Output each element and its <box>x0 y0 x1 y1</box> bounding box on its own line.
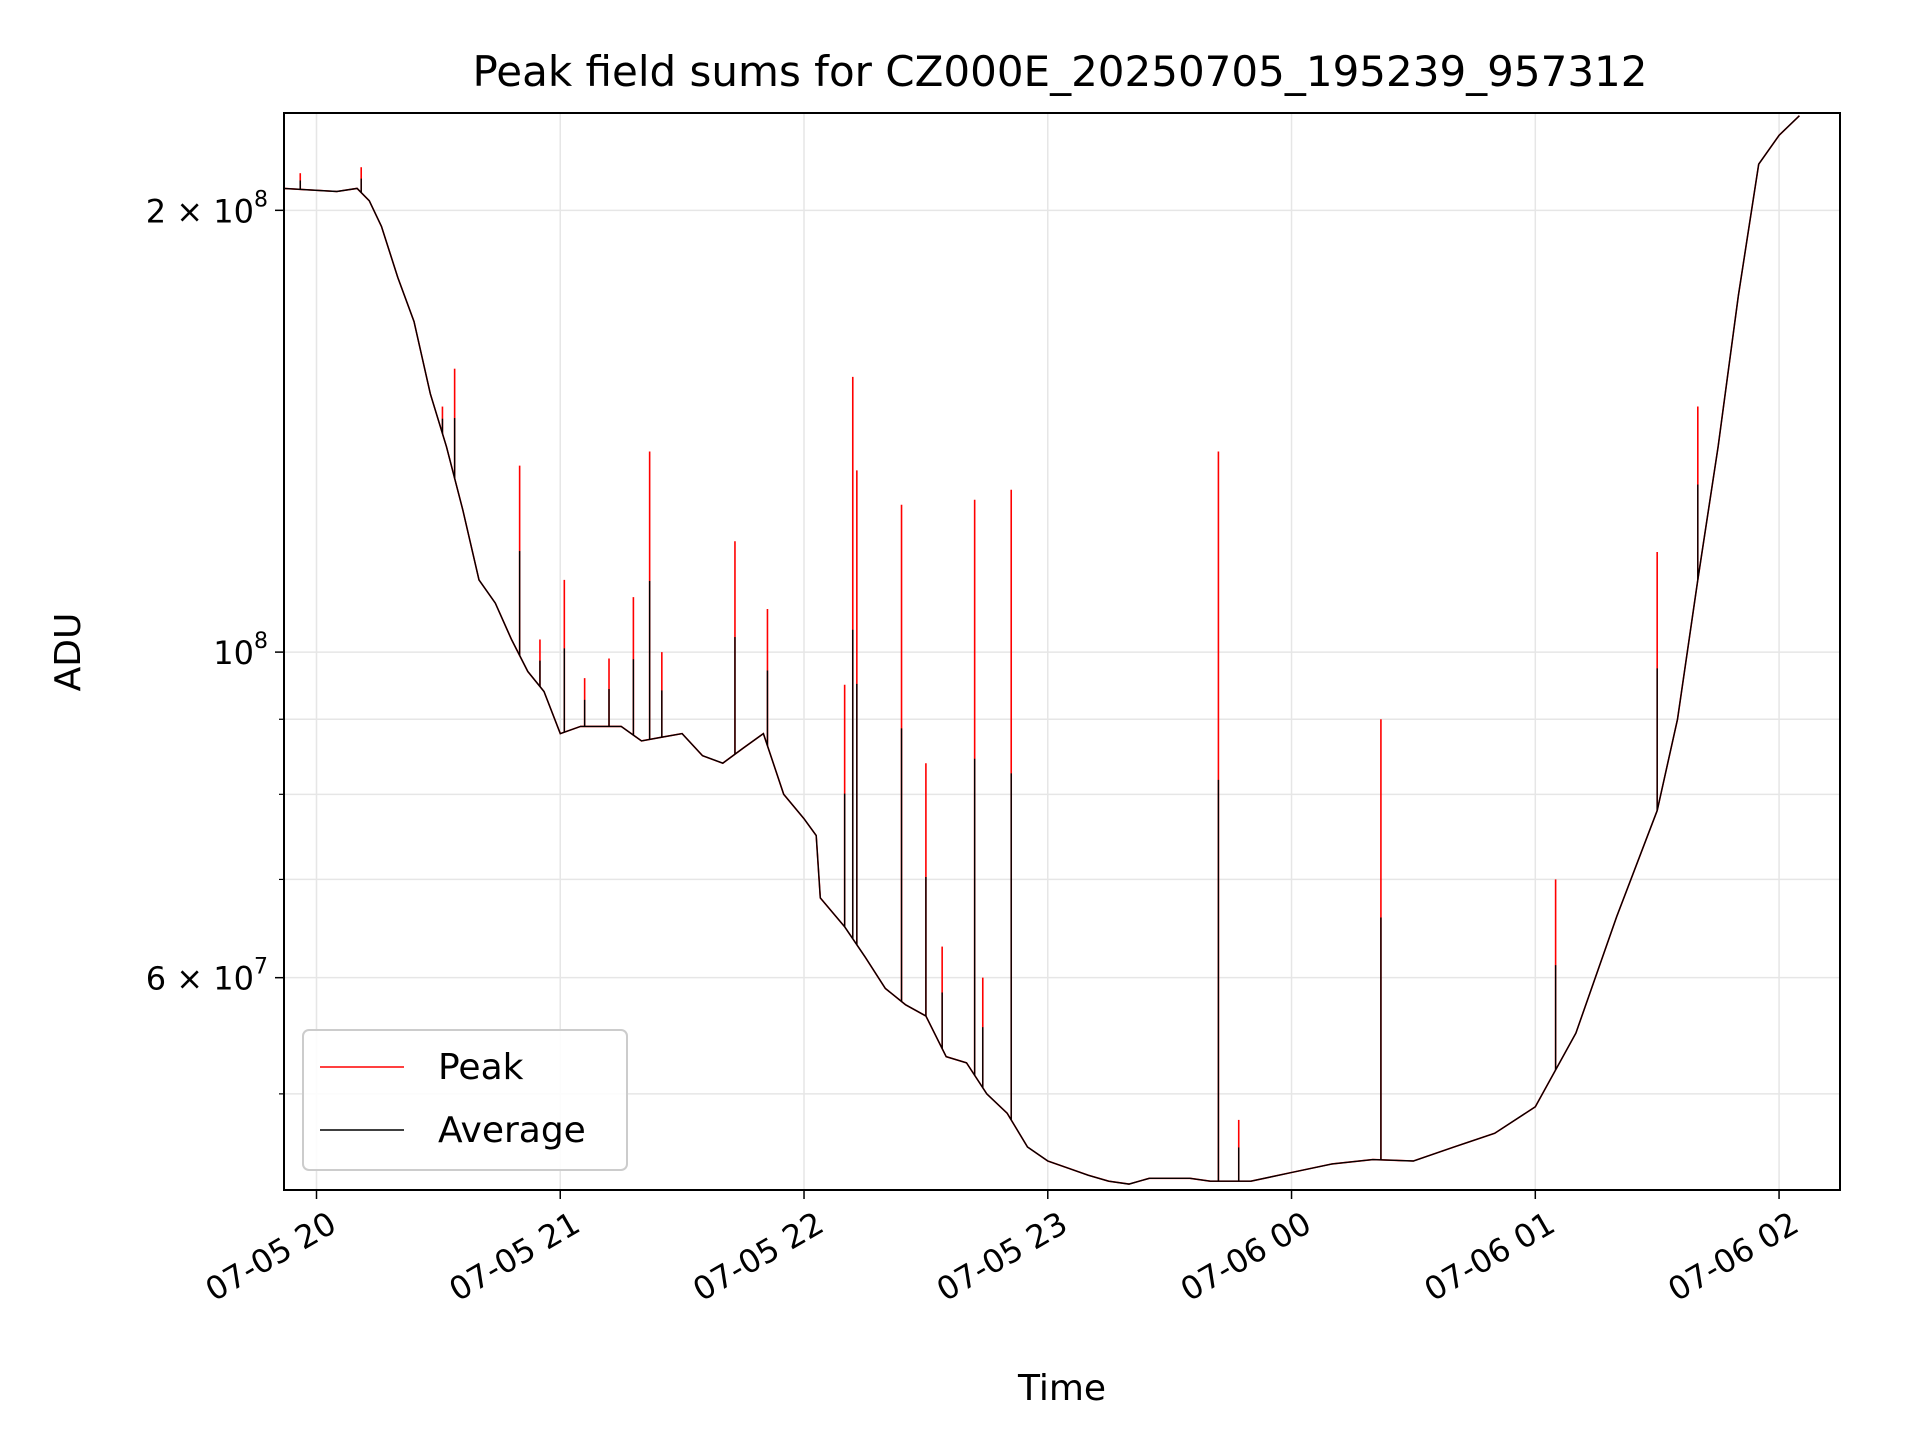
x-axis: 07-05 20 07-05 21 07-05 22 07-05 23 07-06 00… <box>199 1190 1805 1309</box>
chart-title: Peak field sums for CZ000E_20250705_1952… <box>472 47 1647 96</box>
y-tick-label: 2 × 108 <box>146 187 268 230</box>
y-axis: 2 × 108 108 6 × 107 <box>146 187 284 1095</box>
legend-label-peak: Peak <box>438 1047 524 1088</box>
x-tick-label: 07-05 23 <box>930 1204 1074 1309</box>
x-tick-label: 07-05 22 <box>686 1204 830 1309</box>
x-tick-label: 07-06 02 <box>1661 1204 1805 1309</box>
y-tick-label: 6 × 107 <box>146 955 268 998</box>
grid-lines <box>284 113 1840 1190</box>
y-axis-label: ADU <box>48 613 89 692</box>
x-tick-label: 07-06 00 <box>1174 1204 1318 1309</box>
series-peak-line <box>283 115 1800 1185</box>
series-average-line <box>283 115 1800 1185</box>
x-tick-label: 07-05 20 <box>199 1204 343 1309</box>
legend-box <box>302 1029 628 1171</box>
legend-label-average: Average <box>438 1110 586 1151</box>
legend: Peak Average <box>302 1029 628 1171</box>
x-tick-label: 07-05 21 <box>443 1204 587 1309</box>
plot-area <box>283 115 1800 1185</box>
x-axis-label: Time <box>1017 1368 1106 1409</box>
x-tick-label: 07-06 01 <box>1418 1204 1562 1309</box>
y-tick-label: 108 <box>213 629 268 672</box>
